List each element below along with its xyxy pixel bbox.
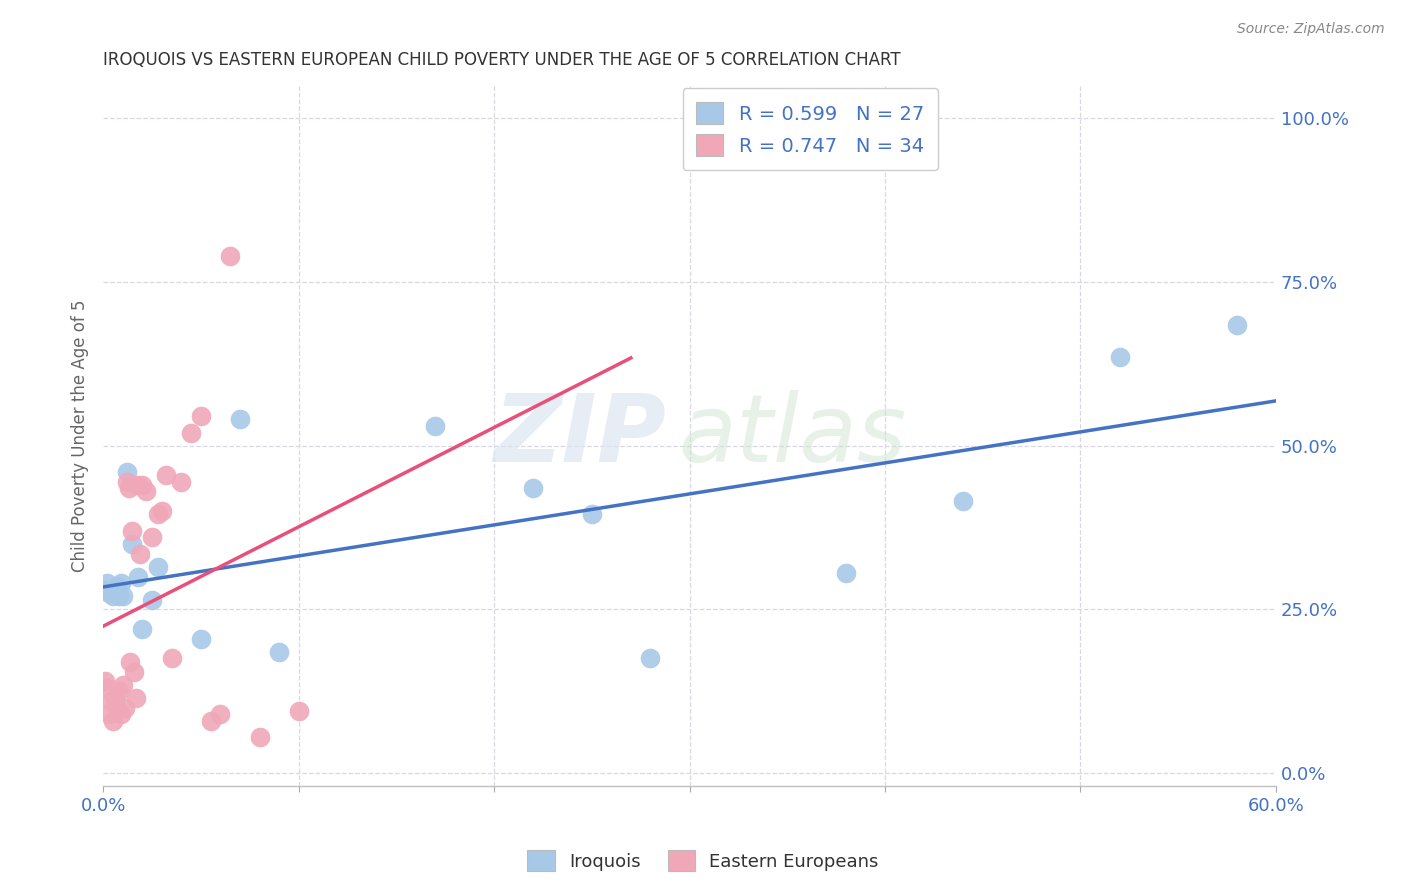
Point (107, 684, 129, 698)
Y-axis label: Child Poverty Under the Age of 5: Child Poverty Under the Age of 5 (72, 300, 89, 572)
Point (146, 559, 169, 574)
Legend: Iroquois, Eastern Europeans: Iroquois, Eastern Europeans (520, 843, 886, 879)
Point (96, 576, 118, 591)
Point (96, 681, 118, 695)
Point (111, 678, 134, 692)
Point (581, 508, 603, 522)
Point (110, 707, 132, 722)
Point (110, 576, 132, 591)
Point (101, 714, 124, 728)
Point (127, 569, 149, 583)
Point (131, 622, 153, 636)
Point (114, 700, 136, 714)
Point (104, 690, 127, 705)
Point (522, 481, 544, 495)
Point (170, 475, 193, 489)
Point (124, 665, 146, 679)
Point (640, 651, 662, 665)
Text: ZIP: ZIP (494, 390, 666, 482)
Point (98, 586, 121, 600)
Point (425, 419, 447, 434)
Point (131, 478, 153, 492)
Point (98, 707, 121, 722)
Point (190, 632, 212, 646)
Legend: R = 0.599   N = 27, R = 0.747   N = 34: R = 0.599 N = 27, R = 0.747 N = 34 (682, 88, 938, 170)
Point (100, 582, 122, 597)
Point (127, 478, 149, 492)
Point (146, 508, 169, 522)
Point (121, 524, 143, 538)
Point (94, 674, 117, 689)
Point (121, 537, 143, 551)
Point (200, 714, 222, 728)
Point (101, 589, 124, 603)
Point (952, 494, 974, 508)
Point (160, 651, 183, 665)
Point (141, 592, 163, 607)
Point (209, 707, 232, 722)
Point (219, 249, 242, 263)
Point (190, 409, 212, 424)
Point (141, 530, 163, 544)
Point (120, 655, 142, 669)
Point (155, 468, 177, 483)
Point (94, 582, 117, 597)
Point (111, 589, 134, 603)
Point (117, 481, 139, 495)
Point (135, 484, 157, 499)
Point (105, 700, 128, 714)
Point (180, 425, 202, 440)
Point (107, 589, 129, 603)
Point (125, 690, 148, 705)
Point (1108, 351, 1130, 365)
Point (104, 586, 127, 600)
Point (150, 504, 173, 518)
Point (229, 412, 252, 426)
Point (115, 465, 138, 479)
Point (287, 704, 309, 718)
Point (267, 645, 290, 659)
Point (100, 694, 122, 708)
Point (1226, 318, 1249, 332)
Text: atlas: atlas (678, 391, 905, 482)
Point (249, 730, 271, 744)
Text: Source: ZipAtlas.com: Source: ZipAtlas.com (1237, 22, 1385, 37)
Point (129, 547, 152, 561)
Point (835, 566, 858, 581)
Text: IROQUOIS VS EASTERN EUROPEAN CHILD POVERTY UNDER THE AGE OF 5 CORRELATION CHART: IROQUOIS VS EASTERN EUROPEAN CHILD POVER… (103, 51, 901, 69)
Point (115, 475, 138, 489)
Point (105, 579, 128, 593)
